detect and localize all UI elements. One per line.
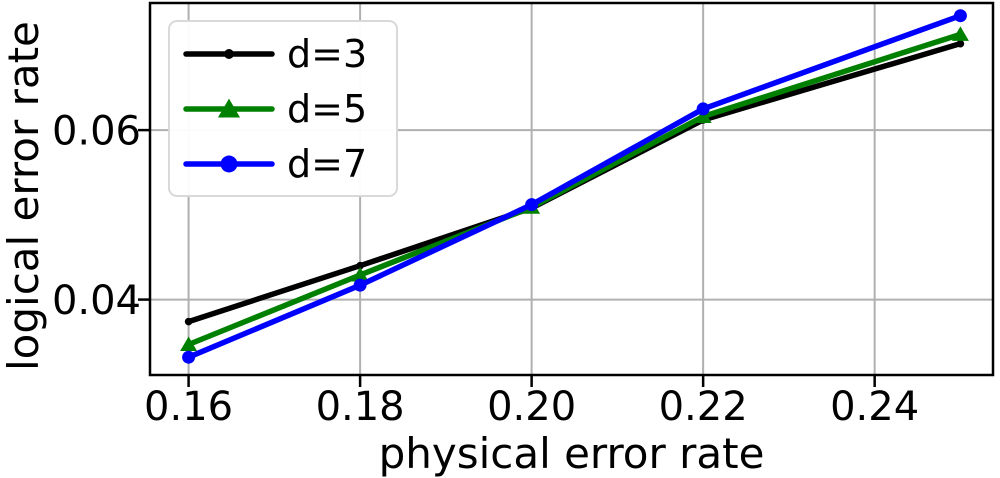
circle-marker — [220, 155, 238, 172]
x-tick-label: 0.18 — [316, 384, 405, 430]
legend-item-d5: d=5 — [183, 89, 396, 129]
circle-marker — [353, 278, 367, 292]
legend: d=3 d=5 d=7 — [168, 20, 398, 197]
dot-marker — [224, 48, 234, 59]
triangle-marker — [694, 108, 712, 124]
x-axis-label: physical error rate — [378, 429, 765, 478]
triangle-marker — [951, 26, 969, 41]
legend-item-d7: d=7 — [183, 144, 396, 184]
x-tick-label: 0.22 — [659, 384, 748, 430]
axes-frame — [148, 1, 995, 377]
triangle-marker — [217, 98, 241, 117]
y-tick-label: 0.06 — [52, 109, 141, 155]
dot-marker — [956, 39, 965, 48]
circle-marker — [953, 9, 967, 23]
triangle-marker — [351, 267, 369, 282]
triangle-marker — [180, 336, 198, 351]
dot-marker — [356, 261, 364, 270]
legend-item-d3: d=3 — [183, 34, 396, 74]
legend-swatch-d5 — [183, 98, 275, 117]
legend-swatch-d3 — [183, 48, 275, 59]
legend-swatch-d7 — [183, 155, 275, 172]
x-tick-label: 0.16 — [144, 384, 233, 430]
legend-label-d5: d=5 — [287, 86, 368, 131]
circle-marker — [696, 102, 710, 116]
x-tick-label: 0.20 — [487, 384, 576, 430]
legend-label-d7: d=7 — [287, 141, 368, 186]
circle-marker — [525, 198, 539, 212]
x-tick-label: 0.24 — [830, 384, 919, 430]
legend-label-d3: d=3 — [287, 31, 368, 76]
y-axis-label: logical error rate — [0, 21, 48, 371]
circle-marker — [182, 350, 196, 364]
dot-marker — [184, 317, 193, 326]
y-tick-label: 0.04 — [52, 278, 141, 324]
